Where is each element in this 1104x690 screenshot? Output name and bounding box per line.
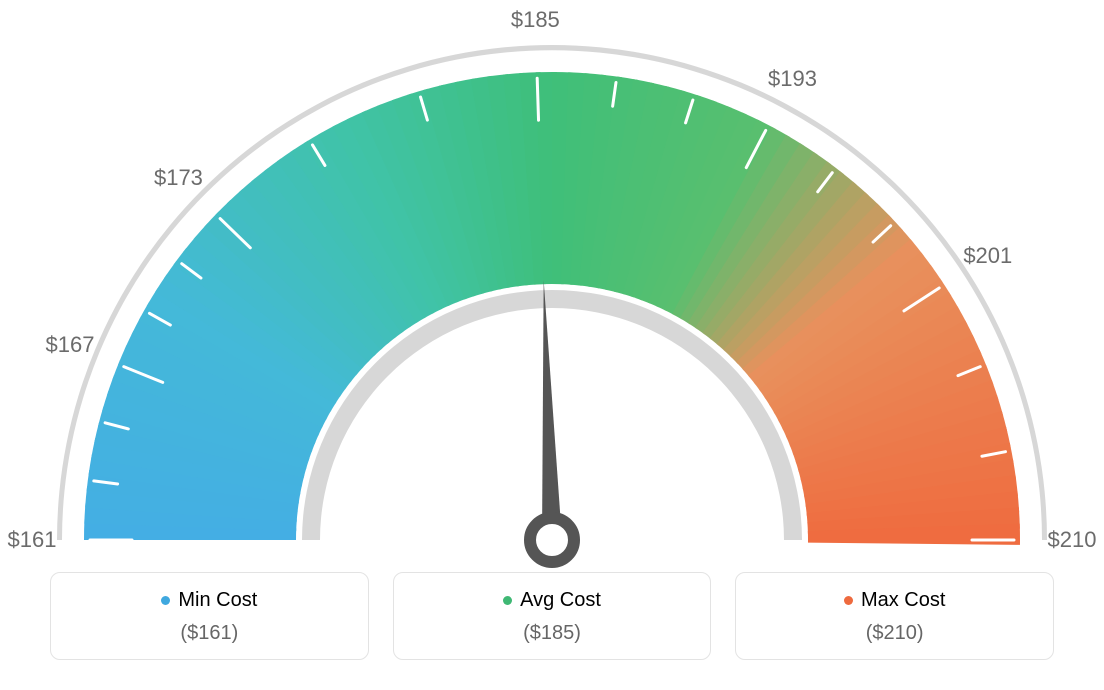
gauge-needle bbox=[542, 280, 562, 540]
gauge-needle-hub bbox=[530, 518, 574, 562]
legend-label-min: Min Cost bbox=[161, 589, 257, 612]
dot-min-icon bbox=[161, 596, 170, 605]
gauge-tick-label: $185 bbox=[511, 7, 560, 33]
legend-label-max: Max Cost bbox=[844, 589, 945, 612]
legend-row: Min Cost ($161) Avg Cost ($185) Max Cost… bbox=[50, 572, 1054, 660]
legend-value-avg: ($185) bbox=[404, 622, 701, 645]
dot-avg-icon bbox=[503, 596, 512, 605]
gauge-tick-label: $167 bbox=[46, 332, 95, 358]
legend-label-avg-text: Avg Cost bbox=[520, 589, 601, 612]
gauge-tick-label: $161 bbox=[8, 527, 57, 553]
gauge-svg bbox=[0, 0, 1104, 570]
gauge-tick-label: $193 bbox=[768, 66, 817, 92]
legend-value-min: ($161) bbox=[61, 622, 358, 645]
dot-max-icon bbox=[844, 596, 853, 605]
legend-label-max-text: Max Cost bbox=[861, 589, 945, 612]
legend-label-min-text: Min Cost bbox=[178, 589, 257, 612]
legend-card-max: Max Cost ($210) bbox=[735, 572, 1054, 660]
legend-card-min: Min Cost ($161) bbox=[50, 572, 369, 660]
gauge-tick-label: $210 bbox=[1048, 527, 1097, 553]
legend-value-max: ($210) bbox=[746, 622, 1043, 645]
gauge-tick-label: $173 bbox=[154, 165, 203, 191]
gauge-tick-label: $201 bbox=[963, 243, 1012, 269]
gauge-chart: $161 $167 $173 $185 $193 $201 $210 bbox=[0, 0, 1104, 570]
legend-card-avg: Avg Cost ($185) bbox=[393, 572, 712, 660]
legend-label-avg: Avg Cost bbox=[503, 589, 601, 612]
